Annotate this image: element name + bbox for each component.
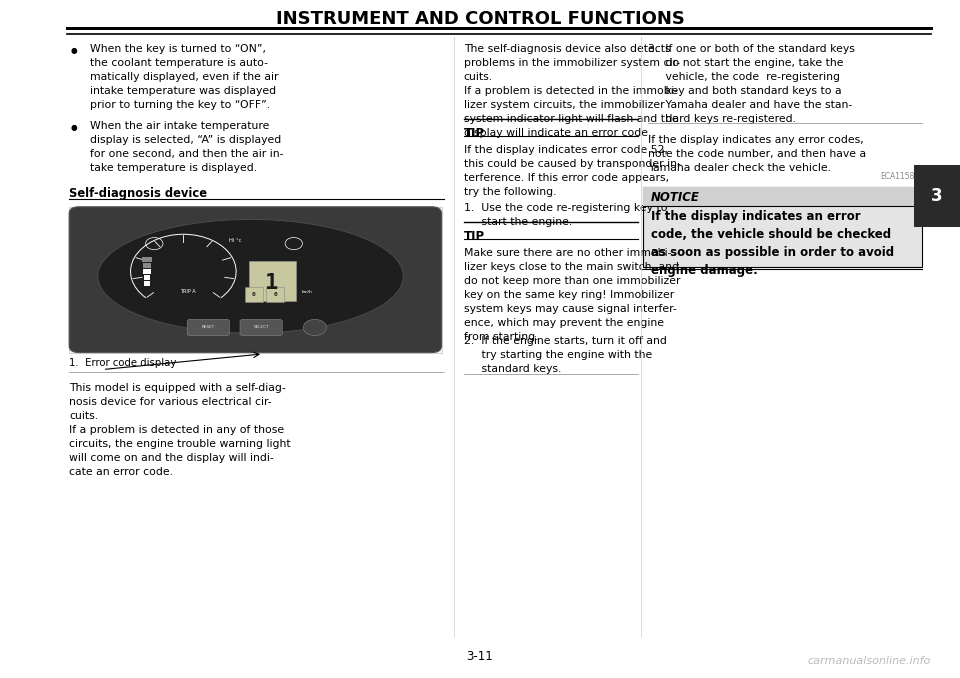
Text: km/h: km/h	[301, 290, 312, 294]
Text: ●: ●	[71, 123, 78, 132]
Text: TIP: TIP	[464, 230, 485, 243]
Text: RESET: RESET	[202, 325, 215, 330]
Text: Hi °c: Hi °c	[229, 238, 242, 243]
Text: NOTICE: NOTICE	[651, 191, 700, 204]
Text: If the display indicates an error
code, the vehicle should be checked
as soon as: If the display indicates an error code, …	[651, 210, 894, 277]
FancyBboxPatch shape	[142, 262, 151, 268]
Text: SELECT: SELECT	[253, 325, 269, 330]
Text: When the air intake temperature
display is selected, “A” is displayed
for one se: When the air intake temperature display …	[90, 121, 284, 173]
Text: If the display indicates any error codes,
note the code number, and then have a
: If the display indicates any error codes…	[648, 135, 866, 173]
Text: 3: 3	[931, 187, 943, 205]
FancyBboxPatch shape	[643, 187, 922, 267]
Text: 1.  Error code display: 1. Error code display	[69, 358, 177, 368]
Text: 1.  Use the code re-registering key to
     start the engine.: 1. Use the code re-registering key to st…	[464, 203, 667, 226]
FancyBboxPatch shape	[240, 319, 282, 336]
FancyBboxPatch shape	[266, 287, 284, 302]
Text: TRIP A: TRIP A	[180, 290, 196, 294]
Text: TIP: TIP	[464, 127, 485, 140]
Text: 0: 0	[274, 292, 276, 297]
Text: ●: ●	[71, 46, 78, 55]
Text: carmanualsonline.info: carmanualsonline.info	[808, 656, 931, 666]
Text: 3.  If one or both of the standard keys
     do not start the engine, take the
 : 3. If one or both of the standard keys d…	[648, 44, 854, 124]
Text: 3-11: 3-11	[467, 650, 493, 663]
Text: 1: 1	[266, 273, 278, 293]
FancyBboxPatch shape	[249, 261, 296, 301]
FancyBboxPatch shape	[144, 281, 150, 286]
Text: If the display indicates error code 52,
this could be caused by transponder in-
: If the display indicates error code 52, …	[464, 145, 681, 197]
Text: 0: 0	[252, 292, 255, 297]
Text: This model is equipped with a self-diag-
nosis device for various electrical cir: This model is equipped with a self-diag-…	[69, 383, 291, 477]
FancyBboxPatch shape	[69, 207, 442, 353]
FancyBboxPatch shape	[142, 256, 152, 262]
Text: The self-diagnosis device also detects
problems in the immobilizer system cir-
c: The self-diagnosis device also detects p…	[464, 44, 680, 138]
FancyBboxPatch shape	[143, 275, 150, 280]
Ellipse shape	[98, 220, 403, 333]
Text: Make sure there are no other immobi-
lizer keys close to the main switch, and
do: Make sure there are no other immobi- liz…	[464, 248, 681, 342]
FancyBboxPatch shape	[245, 287, 263, 302]
Text: ECA11580: ECA11580	[880, 172, 920, 181]
FancyBboxPatch shape	[69, 207, 442, 353]
FancyBboxPatch shape	[914, 165, 960, 227]
FancyBboxPatch shape	[187, 319, 229, 336]
FancyBboxPatch shape	[143, 268, 151, 274]
Circle shape	[303, 319, 326, 336]
Text: 2.  If the engine starts, turn it off and
     try starting the engine with the
: 2. If the engine starts, turn it off and…	[464, 336, 666, 374]
Text: When the key is turned to “ON”,
the coolant temperature is auto-
matically displ: When the key is turned to “ON”, the cool…	[90, 44, 278, 110]
FancyBboxPatch shape	[643, 187, 922, 206]
Text: Self-diagnosis device: Self-diagnosis device	[69, 187, 207, 200]
Text: INSTRUMENT AND CONTROL FUNCTIONS: INSTRUMENT AND CONTROL FUNCTIONS	[276, 10, 684, 28]
